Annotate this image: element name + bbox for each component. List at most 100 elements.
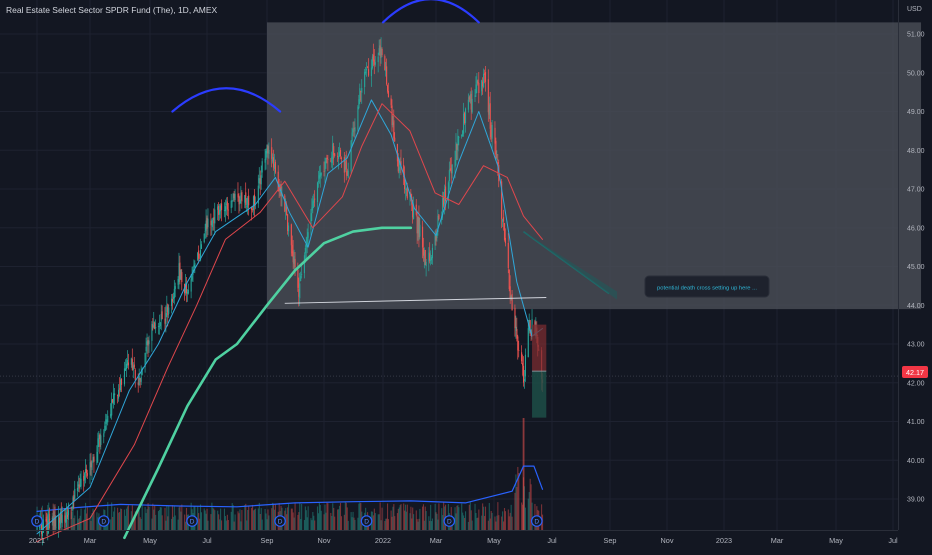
volume-bar: [443, 502, 445, 530]
volume-bar: [510, 504, 512, 530]
volume-bar: [384, 521, 386, 530]
candle-body: [55, 526, 57, 528]
candle-body: [45, 519, 47, 521]
candle-body: [217, 206, 219, 210]
candle-body: [378, 48, 380, 55]
candle-body: [84, 473, 86, 480]
volume-bar: [251, 507, 253, 530]
volume-bar: [45, 517, 47, 530]
candle-body: [511, 293, 513, 311]
ma-slow: [36, 103, 543, 543]
volume-bar: [496, 515, 498, 530]
volume-bar: [338, 505, 341, 530]
candle-body: [318, 175, 320, 179]
candle-body: [197, 252, 199, 261]
volume-bar: [155, 514, 157, 530]
stop-zone: [532, 324, 547, 372]
candle-body: [313, 199, 315, 203]
volume-bar: [521, 502, 523, 530]
candle-body: [291, 245, 293, 254]
volume-bar: [74, 515, 76, 530]
volume-bar: [470, 510, 472, 530]
volume-bar: [132, 518, 134, 530]
candle-body: [366, 68, 368, 71]
candle-body: [503, 222, 506, 240]
volume-bar: [360, 503, 362, 530]
candle-body: [266, 145, 268, 154]
volume-bar: [333, 507, 335, 530]
volume-bar: [274, 504, 277, 530]
candle-body: [488, 104, 490, 115]
candle-body: [161, 311, 163, 320]
y-tick-label: 44.00: [907, 303, 925, 310]
volume-bar: [483, 506, 485, 530]
candle-body: [239, 199, 241, 204]
candle-body: [119, 379, 122, 391]
candle-body: [367, 66, 369, 68]
volume-bar: [265, 513, 267, 530]
volume-bar: [141, 502, 143, 530]
volume-bar: [153, 509, 155, 530]
volume-bar: [213, 508, 215, 530]
candle-body: [137, 382, 139, 385]
volume-bar: [172, 516, 174, 530]
volume-bar: [318, 502, 320, 530]
y-tick-label: 42.00: [907, 380, 925, 387]
volume-bar: [392, 506, 394, 530]
candle-body: [406, 188, 408, 199]
candle-body: [510, 295, 512, 299]
price-axis[interactable]: 39.00 40.00 41.00 42.00 43.00 44.00 45.00 46.00…: [898, 0, 925, 530]
candle-body: [107, 415, 109, 423]
candle-body: [64, 515, 66, 522]
volume-bar: [350, 512, 352, 530]
volume-bar: [152, 503, 154, 530]
volume-bar: [393, 504, 395, 530]
candle-body: [59, 512, 61, 525]
candle-body: [232, 193, 234, 201]
candle-body: [226, 201, 228, 210]
volume-bar: [110, 519, 112, 530]
candle-body: [278, 188, 280, 191]
candle-body: [444, 189, 446, 205]
x-tick-label: Mar: [430, 536, 443, 545]
volume-bar: [264, 508, 266, 530]
volume-bar: [442, 515, 444, 530]
volume-bar: [267, 509, 269, 530]
volume-bar: [334, 516, 336, 530]
candle-body: [223, 210, 226, 211]
candle-body: [358, 99, 360, 108]
candle-body: [529, 320, 531, 332]
volume-bar: [185, 507, 188, 530]
volume-bar: [314, 520, 316, 530]
last-price-label: 42.17: [902, 366, 928, 378]
volume-bar: [487, 520, 489, 530]
candle-body: [36, 526, 38, 530]
volume-bar: [434, 503, 436, 530]
volume-bar: [475, 512, 477, 530]
volume-bar: [113, 511, 115, 530]
candle-body: [396, 144, 398, 162]
candle-body: [437, 215, 439, 233]
annotation-callout[interactable]: potential death cross setting up here ..…: [644, 275, 770, 298]
candle-body: [385, 68, 387, 72]
candle-body: [171, 299, 174, 302]
dividend-marker-label: D: [35, 519, 40, 526]
volume-bar: [338, 509, 340, 530]
volume-bar: [146, 509, 148, 530]
volume-bar: [167, 516, 169, 530]
candle-body: [112, 399, 114, 403]
volume-bar: [166, 505, 168, 530]
time-axis[interactable]: 2021 Mar May Jul Sep Nov 2022 Mar May Jul Sep Nov 20…: [0, 530, 898, 546]
candle-body: [340, 157, 343, 159]
volume-bar: [481, 515, 483, 530]
annotation-box[interactable]: [644, 275, 770, 298]
volume-bar: [462, 512, 464, 530]
candle-body: [230, 200, 232, 209]
candle-body: [398, 167, 400, 171]
volume-bar: [423, 520, 425, 530]
volume-bar: [385, 518, 387, 530]
volume-bar: [89, 518, 91, 530]
volume-bar: [503, 507, 506, 530]
candle-body: [365, 71, 367, 74]
